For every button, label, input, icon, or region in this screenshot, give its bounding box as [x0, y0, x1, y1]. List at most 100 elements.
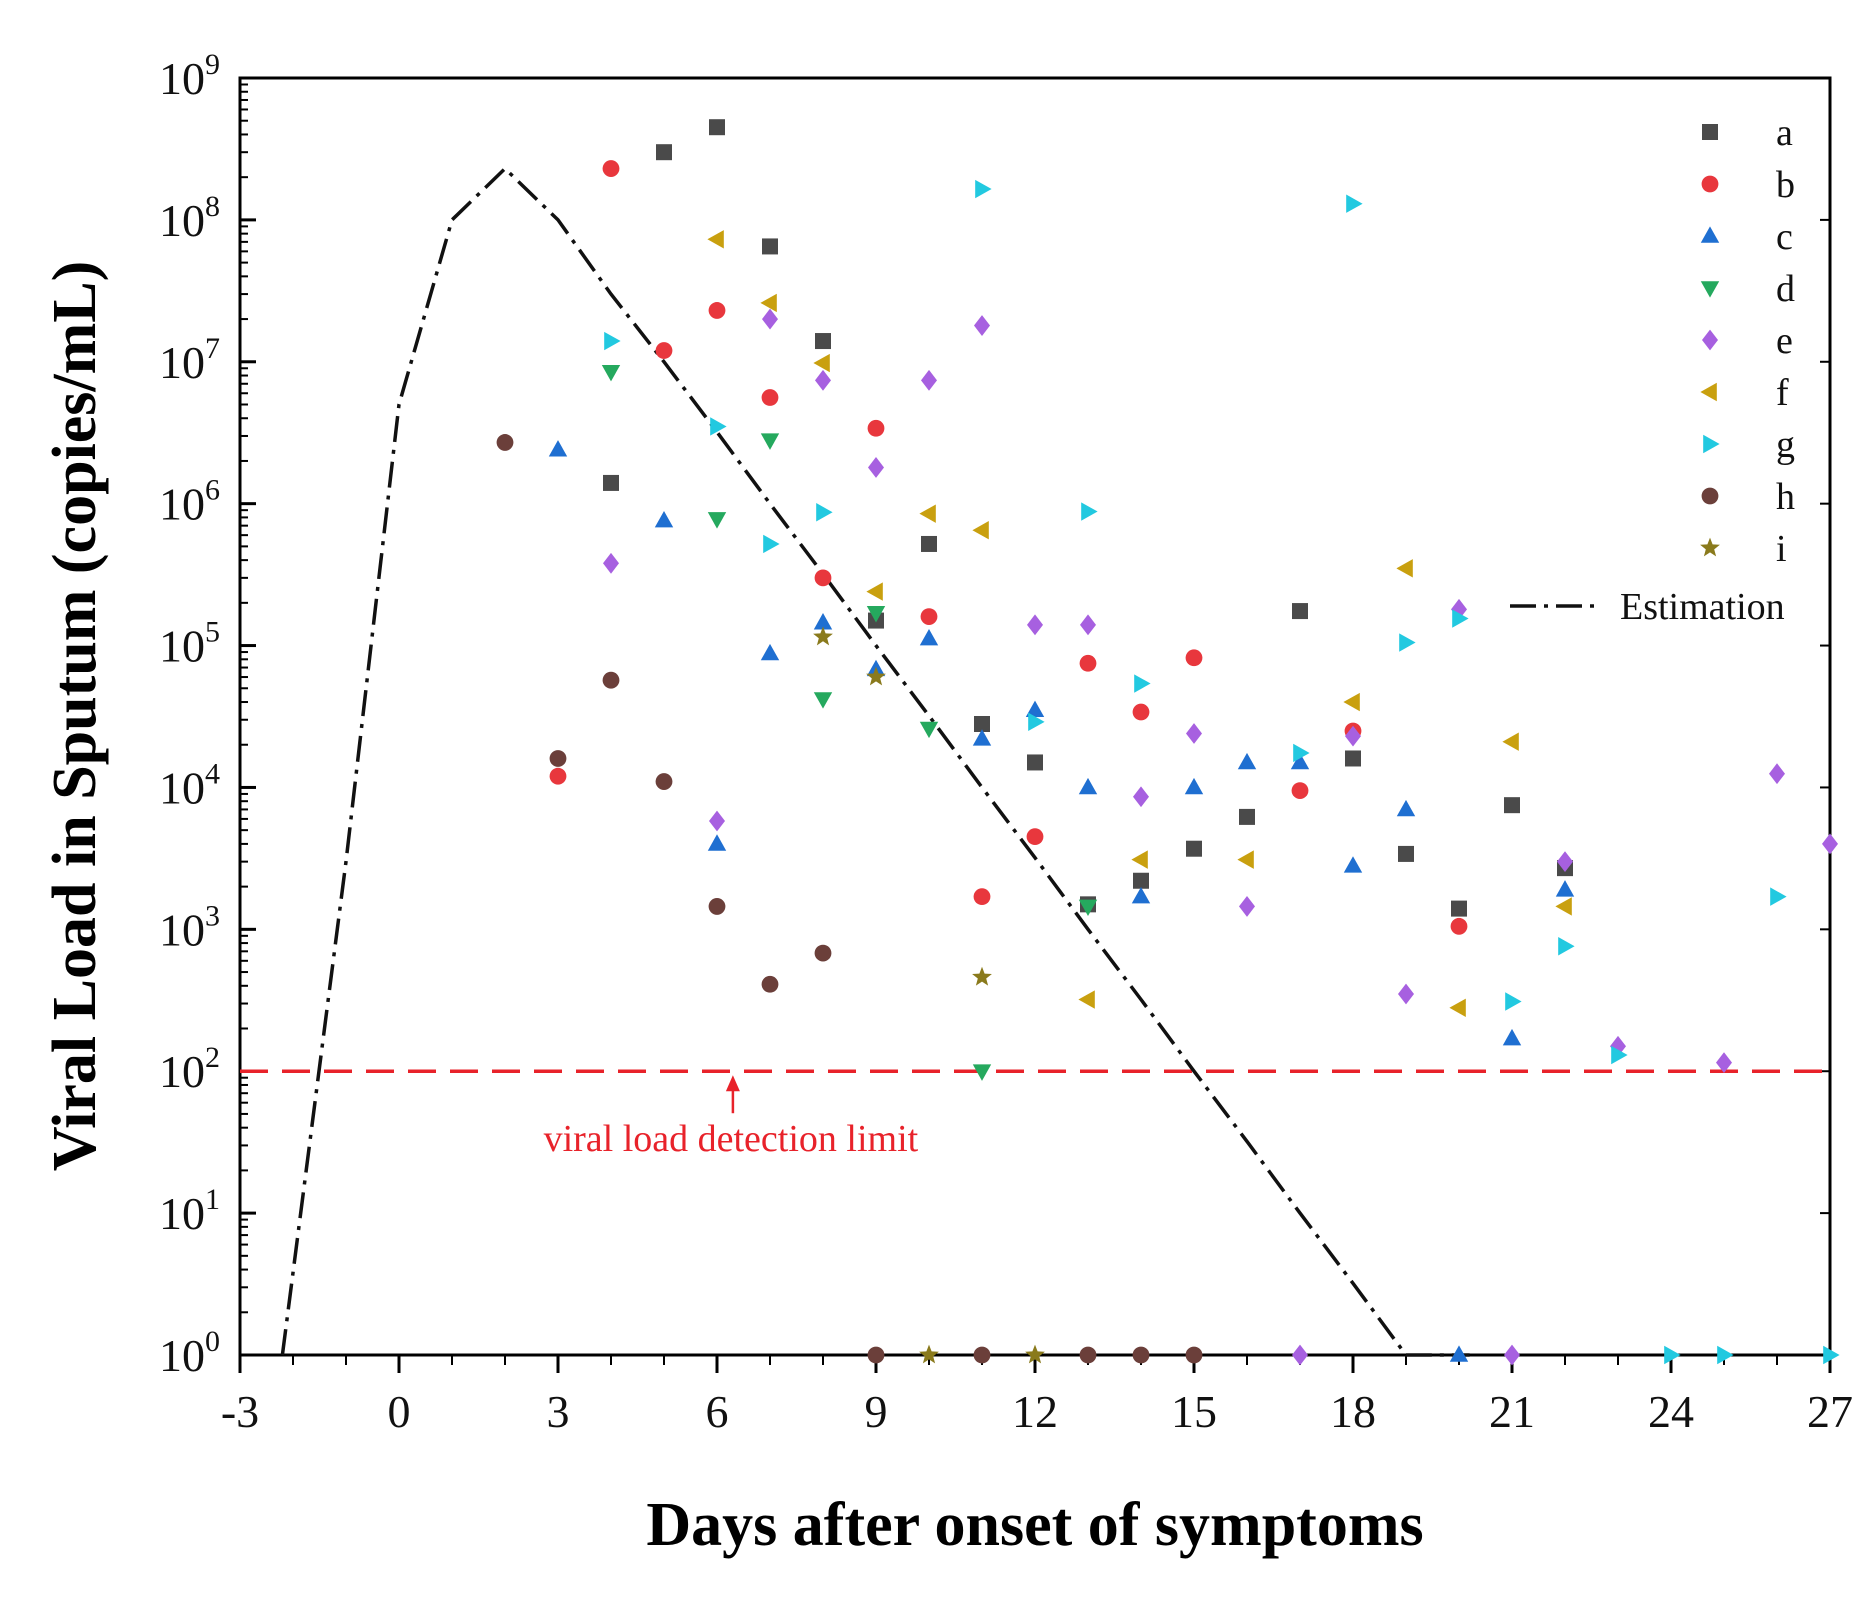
point-b — [1026, 828, 1044, 846]
point-f — [1555, 897, 1572, 916]
legend-marker-e — [1702, 329, 1718, 351]
point-e — [603, 552, 619, 574]
point-e — [974, 315, 990, 336]
legend-marker-c — [1700, 226, 1720, 243]
point-a — [1398, 845, 1414, 862]
point-c — [1184, 777, 1204, 795]
legend-label-f: f — [1776, 372, 1789, 414]
y-tick-label: 102 — [159, 1041, 220, 1097]
point-g — [1823, 1345, 1840, 1365]
y-tick-label: 100 — [159, 1325, 220, 1381]
point-f — [707, 230, 724, 249]
point-c — [1449, 1345, 1469, 1362]
point-d — [813, 692, 833, 709]
x-axis-ticks: -3 0 3 6 9 12 15 18 21 24 27 — [221, 1355, 1853, 1437]
point-g — [1505, 992, 1522, 1011]
y-tick-label: 104 — [159, 757, 220, 813]
point-d — [707, 512, 727, 529]
point-f — [866, 582, 883, 601]
legend-marker-d — [1700, 281, 1720, 298]
legend-marker-h — [1701, 487, 1719, 505]
point-b — [761, 389, 779, 406]
point-c — [1555, 880, 1575, 897]
point-c — [919, 628, 939, 646]
series-g — [604, 179, 1840, 1365]
point-a — [656, 144, 672, 161]
point-a — [815, 333, 831, 350]
y-tick-label: 103 — [159, 899, 220, 955]
point-b — [867, 419, 885, 437]
point-g — [710, 417, 727, 436]
point-h — [973, 1346, 991, 1364]
point-f — [1502, 732, 1519, 751]
point-c — [1237, 752, 1257, 770]
point-i — [919, 1344, 939, 1364]
point-i — [866, 666, 886, 686]
arrow-head — [725, 1075, 740, 1092]
point-b — [1079, 654, 1097, 672]
point-e — [709, 810, 725, 832]
point-i — [1025, 1344, 1045, 1364]
y-tick-label: 106 — [159, 474, 220, 530]
point-f — [1131, 850, 1148, 869]
point-h — [814, 944, 832, 962]
point-h — [708, 898, 726, 915]
point-b — [549, 767, 567, 785]
point-e — [1822, 833, 1838, 855]
point-g — [1081, 502, 1098, 521]
legend-label-c: c — [1776, 216, 1793, 258]
point-e — [1133, 786, 1149, 808]
point-c — [972, 729, 992, 746]
point-a — [1292, 603, 1308, 620]
y-tick-label: 107 — [159, 332, 220, 388]
point-a — [1239, 808, 1255, 825]
point-f — [1237, 850, 1254, 869]
point-c — [760, 643, 780, 661]
point-a — [1451, 900, 1467, 917]
point-g — [1611, 1045, 1628, 1065]
point-e — [1557, 851, 1573, 873]
y-tick-label: 109 — [159, 48, 220, 104]
point-d — [760, 433, 780, 450]
point-a — [921, 535, 937, 552]
point-f — [919, 504, 936, 523]
y-axis-title: Viral Load in Sputum (copies/mL) — [41, 261, 109, 1172]
point-f — [813, 353, 830, 373]
point-h — [867, 1346, 885, 1364]
point-b — [1291, 782, 1309, 800]
point-h — [549, 750, 567, 767]
point-h — [496, 434, 514, 451]
point-h — [1185, 1346, 1203, 1364]
point-d — [919, 721, 939, 739]
point-g — [1770, 887, 1787, 906]
point-h — [761, 975, 779, 993]
point-f — [1449, 998, 1466, 1017]
point-g — [1664, 1345, 1681, 1365]
estimation-curve — [280, 166, 1470, 1357]
point-f — [760, 293, 777, 313]
legend-marker-f — [1700, 382, 1717, 402]
point-c — [1502, 1028, 1522, 1046]
series-b — [549, 160, 1468, 935]
point-f — [1078, 990, 1095, 1009]
point-c — [1025, 700, 1045, 718]
point-h — [1132, 1346, 1150, 1364]
point-e — [1239, 896, 1255, 917]
point-e — [1345, 725, 1361, 747]
series-h — [496, 434, 1203, 1364]
point-g — [816, 503, 833, 522]
point-a — [603, 474, 619, 491]
point-g — [1717, 1345, 1734, 1365]
point-e — [1716, 1052, 1732, 1074]
x-tick-label: 3 — [547, 1386, 570, 1437]
point-d — [601, 364, 621, 382]
x-tick-label: 6 — [706, 1386, 729, 1437]
point-c — [1131, 887, 1151, 904]
point-b — [814, 569, 832, 587]
point-e — [1504, 1344, 1520, 1366]
point-g — [1028, 712, 1045, 732]
point-a — [709, 119, 725, 136]
point-g — [1346, 194, 1363, 213]
legend-label-i: i — [1776, 528, 1787, 570]
